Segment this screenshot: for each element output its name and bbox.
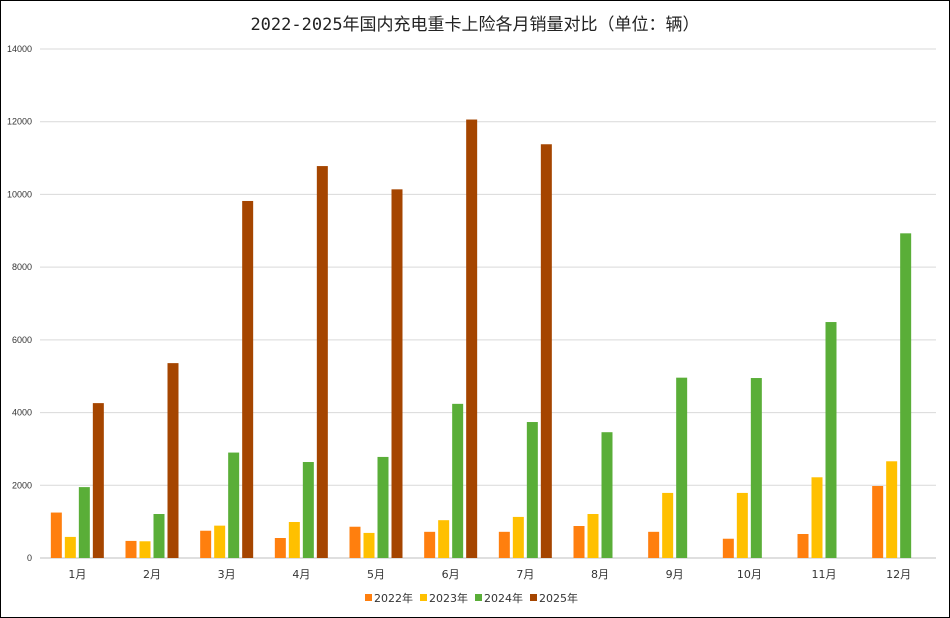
bar [242,200,254,559]
legend-swatch [530,594,537,601]
bar [736,492,748,558]
y-tick-label: 6000 [12,335,32,345]
x-tick-label: 6月 [442,568,460,581]
bar [872,486,884,558]
bar [648,531,660,558]
bar [363,532,375,558]
bar [797,534,809,558]
y-tick-label: 2000 [12,480,32,490]
bar [288,522,300,558]
bar [676,377,688,558]
bar [153,514,165,558]
legend-label: 2022年 [374,591,413,605]
bar [587,514,599,558]
bar [274,538,286,558]
legend: 2022年 2023年 2024年 2025年 [365,591,578,605]
bar [139,541,151,558]
x-tick-label: 9月 [666,568,684,581]
x-tick-label: 10月 [737,568,762,581]
bar [167,363,179,558]
bar [200,530,212,558]
legend-swatch [365,594,372,601]
bar [573,526,585,558]
bar [601,432,613,558]
legend-label: 2025年 [539,591,578,605]
bar [92,403,104,558]
legend-swatch [475,594,482,601]
bar [526,422,538,558]
bar [825,322,837,558]
bar [750,378,762,558]
gridlines [40,48,936,559]
y-tick-label: 4000 [12,408,32,418]
bar [391,189,403,559]
x-tick-label: 8月 [591,568,609,581]
bar [662,492,674,558]
bar [811,477,823,558]
bar [722,538,734,558]
x-tick-label: 4月 [292,568,310,581]
legend-swatch [420,594,427,601]
y-tick-label: 8000 [12,262,32,272]
legend-label: 2024年 [484,591,523,605]
bar [78,487,90,558]
x-tick-label: 2月 [143,568,161,581]
x-tick-label: 12月 [886,568,911,581]
x-tick-label: 5月 [367,568,385,581]
bar [886,461,898,558]
bar [302,462,314,558]
bar [50,512,62,558]
bar [349,526,361,558]
bar [512,516,524,558]
bar [452,403,464,558]
bar [377,456,389,558]
bar [424,531,436,558]
y-tick-label: 0 [27,553,32,563]
x-tick-label: 3月 [218,568,236,581]
bar [228,452,240,558]
bar [540,144,552,558]
bar [498,531,510,558]
x-axis-ticks: 1月 2月 3月 4月 5月 6月 7月 8月 9月 10月 11月 12月 [68,568,911,581]
y-tick-label: 12000 [7,117,32,127]
y-tick-label: 14000 [7,44,32,54]
bar [466,119,478,558]
bars [50,119,912,559]
y-tick-label: 10000 [7,189,32,199]
y-axis-ticks: 0 2000 4000 6000 8000 10000 12000 14000 [7,44,32,563]
chart-title: 2022-2025年国内充电重卡上险各月销量对比（单位：辆） [250,15,700,35]
bar [900,233,912,558]
x-tick-label: 7月 [516,568,534,581]
legend-label: 2023年 [429,591,468,605]
bar [64,536,76,558]
x-tick-label: 11月 [812,568,837,581]
bar [125,540,137,558]
bar [316,166,328,558]
x-tick-label: 1月 [68,568,86,581]
bar [438,520,450,558]
bar [214,525,226,558]
